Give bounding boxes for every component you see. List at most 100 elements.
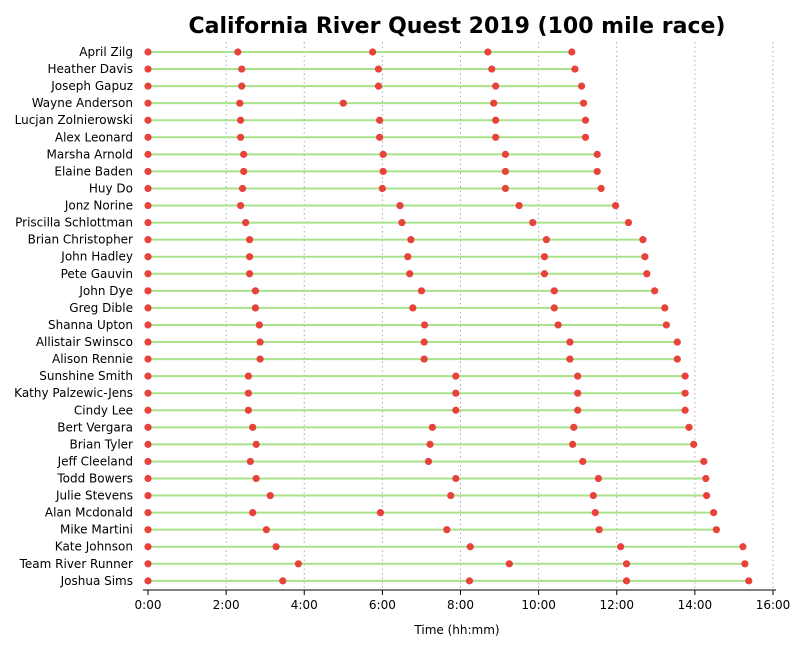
checkpoint-point [569,440,577,448]
checkpoint-point [236,133,245,141]
runner-row [144,150,601,158]
checkpoint-point [144,48,152,56]
checkpoint-point [643,270,651,278]
checkpoint-point [579,457,587,466]
checkpoint-point [554,321,562,329]
checkpoint-point [245,253,254,261]
checkpoint-point [144,372,152,380]
runner-name-label: Mike Martini [60,523,133,537]
runner-row [144,560,749,568]
checkpoint-point [144,338,152,346]
checkpoint-point [144,491,152,500]
x-tick-label: 6:00 [369,598,396,612]
checkpoint-point [242,219,250,227]
runner-name-label: Huy Do [89,181,133,195]
runner-row [144,406,689,414]
checkpoint-point [710,509,718,517]
x-tick-label: 8:00 [447,598,474,612]
checkpoint-point [420,338,428,346]
runner-name-label: Marsha Arnold [47,147,134,161]
checkpoint-point [144,440,152,448]
checkpoint-point [376,509,385,517]
checkpoint-point [252,474,260,483]
runner-row [144,219,633,227]
runner-name-label: Priscilla Schlottman [15,216,133,230]
checkpoint-point [611,201,620,210]
runner-name-label: John Dye [78,284,133,298]
checkpoint-point [236,201,245,210]
checkpoint-point [452,474,460,483]
checkpoint-point [622,577,631,585]
checkpoint-point [452,372,460,380]
runner-name-label: John Hadley [60,250,133,264]
runner-name-label: Brian Tyler [70,437,134,451]
checkpoint-point [144,253,152,261]
runner-name-label: Kathy Palzewic-Jens [14,386,133,400]
checkpoint-point [256,338,264,346]
checkpoint-point [144,560,152,568]
runner-row [144,201,620,210]
x-tick-label: 0:00 [135,598,162,612]
runner-name-label: Greg Dible [69,301,133,315]
runner-row [144,184,605,193]
runner-name-label: Lucjan Zolnierowski [15,113,133,127]
x-tick-label: 4:00 [291,598,318,612]
checkpoint-point [651,287,659,295]
checkpoint-point [272,543,280,551]
runner-row [144,99,588,107]
checkpoint-point [492,133,500,141]
runner-name-label: Team River Runner [19,557,133,571]
runner-row [144,543,747,551]
runner-name-label: Todd Bowers [56,472,133,486]
runner-row [144,304,669,312]
checkpoint-point [490,99,498,107]
x-tick-label: 2:00 [213,598,240,612]
checkpoint-point [424,457,433,466]
checkpoint-point [594,474,602,483]
runner-labels: April Zilg Heather Davis Joseph Gapuz Wayne… [14,45,133,588]
checkpoint-point [579,99,588,107]
runner-row [144,491,711,500]
checkpoint-point [488,65,496,73]
checkpoint-point [376,116,384,124]
checkpoint-point [236,99,244,107]
checkpoint-point [144,133,152,141]
checkpoint-point [374,82,383,90]
runner-name-label: Elaine Baden [54,164,133,178]
checkpoint-point [144,423,152,431]
checkpoint-point [144,270,152,278]
checkpoint-point [249,423,257,431]
checkpoint-point [515,201,523,210]
runner-row [144,423,693,431]
runner-row [144,48,576,56]
runner-name-label: Sunshine Smith [39,369,133,383]
x-tick-label: 14:00 [678,598,713,612]
checkpoint-point [407,236,415,244]
checkpoint-point [251,304,260,312]
checkpoint-point [396,201,404,210]
runner-name-label: Joseph Gapuz [50,79,133,93]
checkpoint-point [417,287,426,295]
runner-rows [144,48,753,585]
checkpoint-point [505,560,513,568]
runner-name-label: Pete Gauvin [61,267,133,281]
checkpoint-point [452,406,460,414]
runner-row [144,253,649,261]
checkpoint-point [144,201,152,210]
checkpoint-point [428,423,436,431]
runner-name-label: Alison Rennie [52,352,133,366]
checkpoint-point [144,577,152,585]
checkpoint-point [144,219,152,227]
checkpoint-point [700,457,708,466]
runner-row [144,355,681,363]
checkpoint-point [426,440,434,448]
checkpoint-point [540,253,549,261]
checkpoint-point [144,150,152,158]
checkpoint-point [568,48,576,56]
checkpoint-point [238,184,247,193]
runner-name-label: Jonz Norine [64,199,133,213]
checkpoint-point [378,184,386,193]
checkpoint-point [443,526,451,534]
checkpoint-point [379,150,387,158]
checkpoint-point [702,491,711,500]
